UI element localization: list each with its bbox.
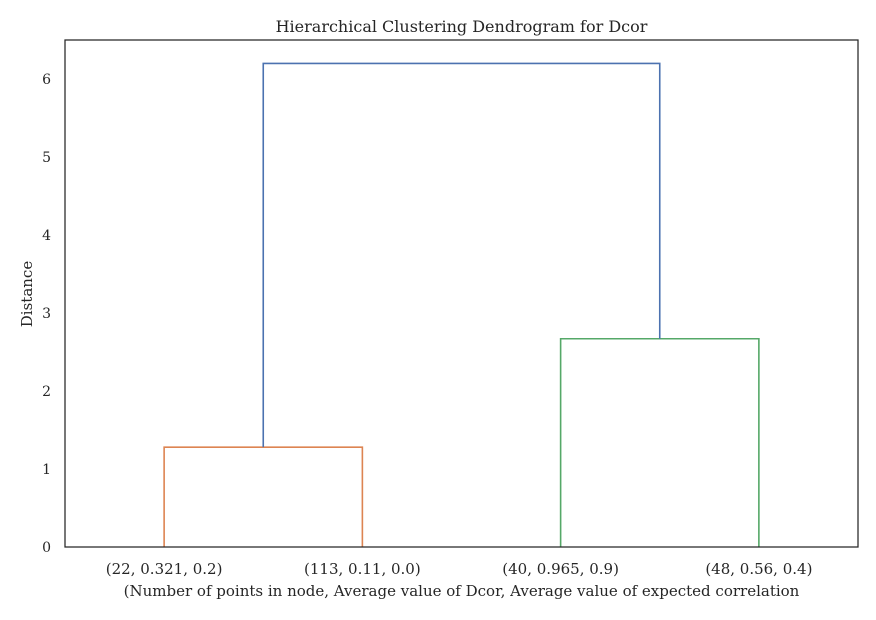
dendrogram-link-2 — [262, 62, 661, 448]
y-tick-label: 6 — [42, 72, 51, 88]
y-tick-label: 4 — [42, 228, 51, 244]
y-tick-label: 5 — [42, 150, 51, 166]
leaf-labels: (22, 0.321, 0.2) (113, 0.11, 0.0) (40, 0.9… — [106, 560, 813, 578]
y-tick-label: 1 — [42, 462, 51, 478]
chart-title: Hierarchical Clustering Dendrogram for D… — [276, 17, 648, 36]
dendrogram-links — [163, 62, 760, 547]
y-tick-label: 3 — [42, 306, 51, 322]
y-tick-label: 0 — [42, 540, 51, 556]
plot-frame — [64, 39, 859, 548]
y-axis-label: Distance — [18, 261, 36, 328]
x-axis-label: (Number of points in node, Average value… — [124, 582, 800, 600]
dendrogram-link-0 — [163, 446, 364, 547]
leaf-label: (113, 0.11, 0.0) — [304, 560, 421, 578]
y-ticks: 0 1 2 3 4 5 6 — [42, 72, 51, 556]
leaf-label: (48, 0.56, 0.4) — [705, 560, 812, 578]
y-tick-label: 2 — [42, 384, 51, 400]
leaf-label: (40, 0.965, 0.9) — [502, 560, 619, 578]
leaf-label: (22, 0.321, 0.2) — [106, 560, 223, 578]
dendrogram-link-1 — [559, 337, 760, 547]
